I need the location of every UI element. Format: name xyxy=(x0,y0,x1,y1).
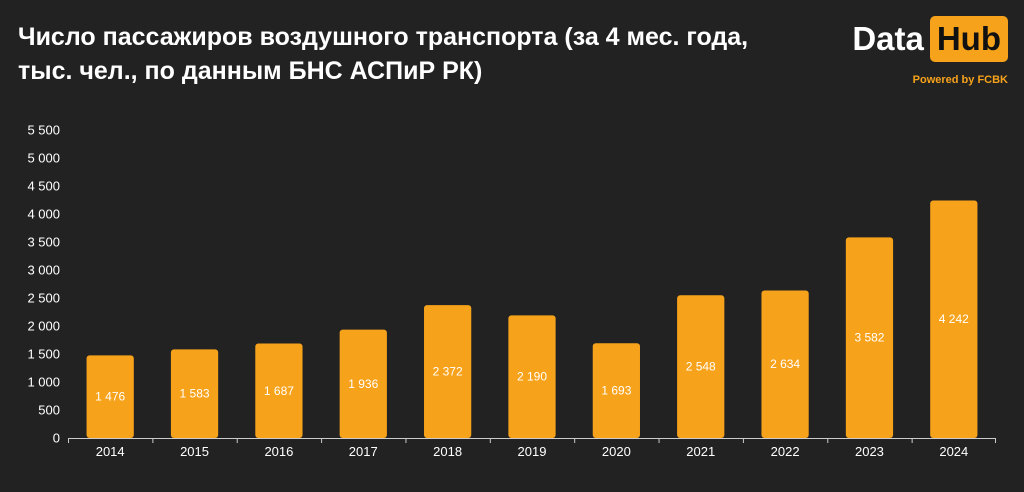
bar-value-labels: 1 476 1 583 1 687 1 936 2 372 2 190 1 693 2 548… xyxy=(95,312,969,403)
bar-value-label: 2 190 xyxy=(517,370,547,384)
chart-title-line-2: тыс. чел., по данным БНС АСПиР РК) xyxy=(18,57,483,85)
bar-value-label: 1 693 xyxy=(601,384,631,398)
x-tick-label: 2017 xyxy=(349,444,378,459)
x-tick-label: 2016 xyxy=(264,444,293,459)
bar-2017 xyxy=(339,329,387,438)
y-tick-label: 3 000 xyxy=(27,263,60,278)
x-tick-label: 2020 xyxy=(602,444,631,459)
chart-title: Число пассажиров воздушного транспорта (… xyxy=(18,20,818,88)
x-tick-label: 2015 xyxy=(180,444,209,459)
x-tick-label: 2024 xyxy=(939,444,968,459)
bar-value-label: 1 476 xyxy=(95,390,125,404)
x-tick-label: 2019 xyxy=(518,444,547,459)
bar-2023 xyxy=(845,237,894,438)
bar-2019 xyxy=(508,315,556,438)
y-tick-label: 1 500 xyxy=(27,347,60,362)
x-tick-label: 2023 xyxy=(855,444,884,459)
x-tick-label: 2022 xyxy=(771,444,800,459)
y-tick-label: 4 500 xyxy=(27,179,60,194)
bar-2015 xyxy=(170,349,219,438)
bar-2014 xyxy=(86,355,134,438)
x-tick-label: 2021 xyxy=(686,444,715,459)
y-tick-label: 500 xyxy=(38,403,60,418)
bar-2016 xyxy=(255,343,303,438)
datahub-logo: Data Hub Powered by FCBK xyxy=(828,16,1008,96)
bar-value-label: 2 634 xyxy=(770,357,800,371)
bar-2018 xyxy=(424,305,472,438)
bar-2021 xyxy=(677,295,725,438)
x-tick-label: 2018 xyxy=(433,444,462,459)
bar-series xyxy=(86,200,978,438)
bar-value-label: 1 936 xyxy=(348,377,378,391)
bar-value-label: 3 582 xyxy=(854,331,884,345)
y-tick-label: 1 000 xyxy=(27,375,60,390)
bar-value-label: 1 583 xyxy=(180,387,210,401)
logo-wordmark: Data Hub xyxy=(852,16,1008,62)
logo-word-data: Data xyxy=(852,20,924,57)
y-axis: 0 500 1 000 1 500 2 000 2 500 3 000 3 500 4 000 4… xyxy=(27,123,60,446)
chart-title-line-1: Число пассажиров воздушного транспорта (… xyxy=(18,23,749,51)
bar-2020 xyxy=(592,343,640,438)
bar-value-label: 2 372 xyxy=(433,365,463,379)
y-tick-label: 0 xyxy=(53,431,60,446)
y-tick-label: 3 500 xyxy=(27,235,60,250)
x-tick-label: 2014 xyxy=(96,444,125,459)
bar-value-label: 2 548 xyxy=(686,360,716,374)
bar-2022 xyxy=(761,290,809,438)
bar-2024 xyxy=(930,200,978,438)
y-tick-label: 4 000 xyxy=(27,207,60,222)
bar-value-label: 4 242 xyxy=(939,312,969,326)
logo-powered-by: Powered by FCBK xyxy=(912,74,1008,86)
y-tick-label: 2 500 xyxy=(27,291,60,306)
x-axis: 2014 2015 2016 2017 2018 2019 2020 2021 2022 2023… xyxy=(68,438,996,459)
y-tick-label: 5 500 xyxy=(27,123,60,138)
y-tick-label: 5 000 xyxy=(27,151,60,166)
logo-word-hub: Hub xyxy=(929,16,1008,62)
y-tick-label: 2 000 xyxy=(27,319,60,334)
bar-value-label: 1 687 xyxy=(264,384,294,398)
